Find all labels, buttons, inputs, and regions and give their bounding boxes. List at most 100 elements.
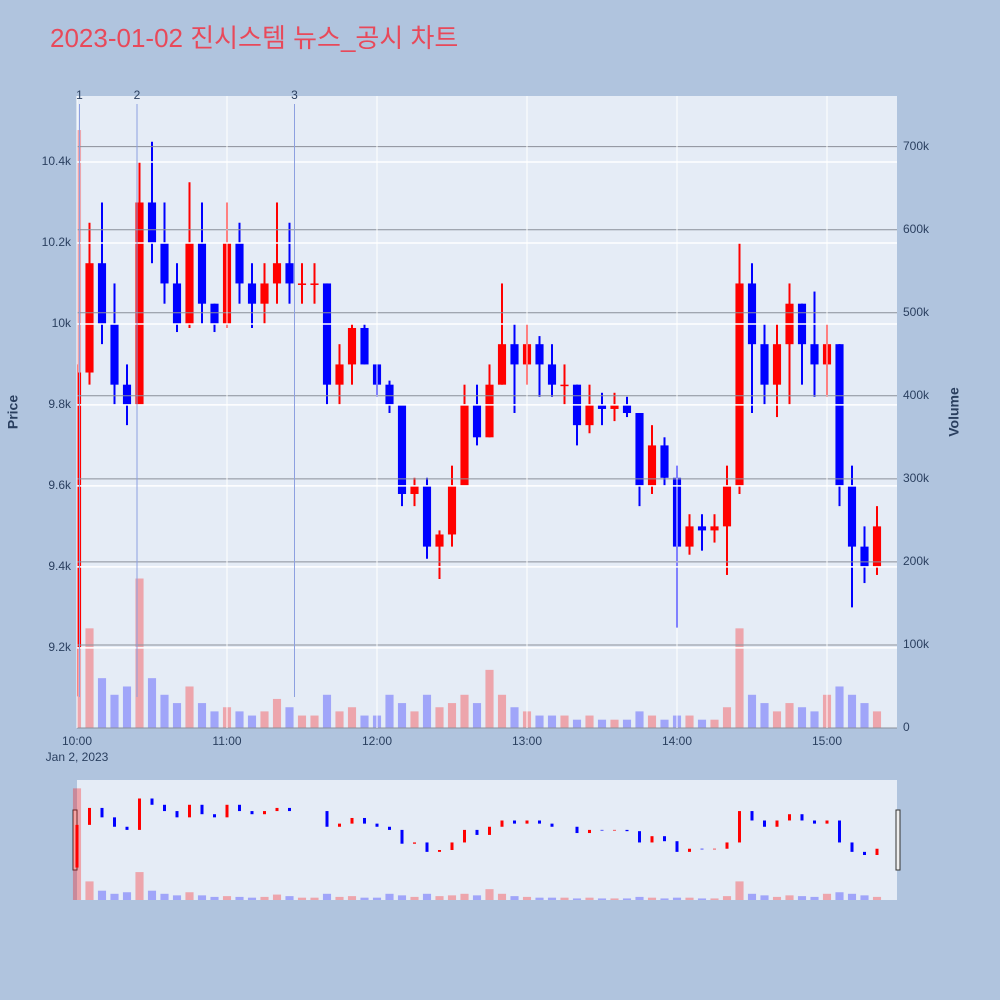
y2-tick-label: 200k xyxy=(903,554,930,568)
volume-bar xyxy=(147,678,157,728)
slider-volume-bar xyxy=(547,897,557,900)
volume-bar xyxy=(835,686,844,728)
y2-tick-label: 700k xyxy=(903,139,930,153)
candle-body xyxy=(247,283,257,304)
slider-volume-bar xyxy=(810,896,819,900)
volume-bar xyxy=(235,711,244,728)
candle-body xyxy=(847,485,857,547)
volume-bar xyxy=(535,715,544,728)
volume-bar xyxy=(710,719,719,728)
volume-bar xyxy=(85,628,94,728)
volume-bar xyxy=(685,715,694,728)
candle-body xyxy=(685,526,694,547)
candle-body xyxy=(322,283,332,385)
candle-body xyxy=(447,485,457,535)
chart-title: 2023-01-02 진시스템 뉴스_공시 차트 xyxy=(50,23,458,53)
volume-bar xyxy=(597,719,607,728)
slider-volume-bar xyxy=(497,893,507,900)
slider-volume-bar xyxy=(660,898,669,900)
slider-volume-bar xyxy=(585,897,594,900)
x-tick-label: 14:00 xyxy=(662,734,692,748)
volume-bar xyxy=(872,711,882,728)
candle-body xyxy=(85,263,94,373)
annotation-label: 2 xyxy=(134,88,141,102)
candle-body xyxy=(747,283,757,345)
y-tick-label: 10.4k xyxy=(42,154,72,168)
volume-bar xyxy=(722,707,732,728)
y2-tick-label: 100k xyxy=(903,637,930,651)
volume-bar xyxy=(247,715,257,728)
volume-bar xyxy=(210,711,219,728)
volume-bar xyxy=(360,715,369,728)
slider-volume-bar xyxy=(722,896,732,900)
slider-volume-bar xyxy=(760,895,769,900)
candle-body xyxy=(872,526,882,567)
slider-volume-bar xyxy=(772,896,782,900)
y2-tick-label: 400k xyxy=(903,388,930,402)
volume-bar xyxy=(560,715,569,728)
slider-volume-bar xyxy=(185,892,194,900)
volume-bar xyxy=(272,698,282,728)
candle-body xyxy=(722,485,732,527)
candle-body xyxy=(260,283,269,304)
slider-volume-bar xyxy=(310,897,319,900)
volume-bar xyxy=(622,719,632,728)
candle-body xyxy=(460,404,469,486)
slider-volume-bar xyxy=(335,896,344,900)
slider-volume-bar xyxy=(272,894,282,900)
slider-volume-bar xyxy=(135,872,144,900)
candle-body xyxy=(735,283,744,486)
slider-volume-bar xyxy=(697,898,707,900)
candle-body xyxy=(710,526,719,531)
slider-volume-bar xyxy=(260,896,269,900)
candle-body xyxy=(422,485,432,547)
range-slider[interactable] xyxy=(77,780,897,900)
slider-volume-bar xyxy=(110,893,119,900)
x-date-label: Jan 2, 2023 xyxy=(46,750,109,764)
volume-bar xyxy=(510,707,519,728)
volume-bar xyxy=(447,703,457,728)
slider-volume-bar xyxy=(235,896,244,900)
volume-bar xyxy=(385,694,394,728)
candle-body xyxy=(510,344,519,365)
candle-body xyxy=(860,546,869,567)
slider-volume-bar xyxy=(797,896,807,900)
volume-bar xyxy=(485,669,494,728)
y-tick-label: 9.4k xyxy=(48,559,72,573)
volume-bar xyxy=(410,711,419,728)
slider-handle[interactable] xyxy=(895,809,901,871)
slider-volume-bar xyxy=(835,892,844,900)
volume-bar xyxy=(647,715,657,728)
slider-volume-bar xyxy=(360,897,369,900)
volume-bar xyxy=(572,719,582,728)
slider-volume-bar xyxy=(222,896,232,900)
candle-body xyxy=(172,283,182,324)
candle-body xyxy=(235,242,244,284)
volume-bar xyxy=(747,694,757,728)
candle-body xyxy=(410,485,419,494)
slider-volume-bar xyxy=(847,893,857,900)
volume-bar xyxy=(585,715,594,728)
volume-bar xyxy=(310,715,319,728)
slider-volume-bar xyxy=(685,897,694,900)
candle-body xyxy=(660,445,669,478)
candle-body xyxy=(122,384,132,405)
volume-bar xyxy=(160,694,169,728)
volume-bar xyxy=(472,703,482,728)
candle-body xyxy=(110,323,119,385)
y-axis-title: Price xyxy=(5,395,21,429)
volume-bar xyxy=(185,686,194,728)
slider-volume-bar xyxy=(860,895,869,900)
slider-volume-bar xyxy=(297,897,307,900)
candle-body xyxy=(535,344,544,365)
slider-volume-bar xyxy=(410,896,419,900)
slider-volume-bar xyxy=(460,893,469,900)
slider-volume-bar xyxy=(622,898,632,900)
volume-bar xyxy=(797,707,807,728)
candle-body xyxy=(547,364,557,385)
volume-bar xyxy=(297,715,307,728)
y-tick-label: 10.2k xyxy=(42,235,72,249)
slider-volume-bar xyxy=(785,895,794,900)
slider-volume-bar xyxy=(147,890,157,900)
